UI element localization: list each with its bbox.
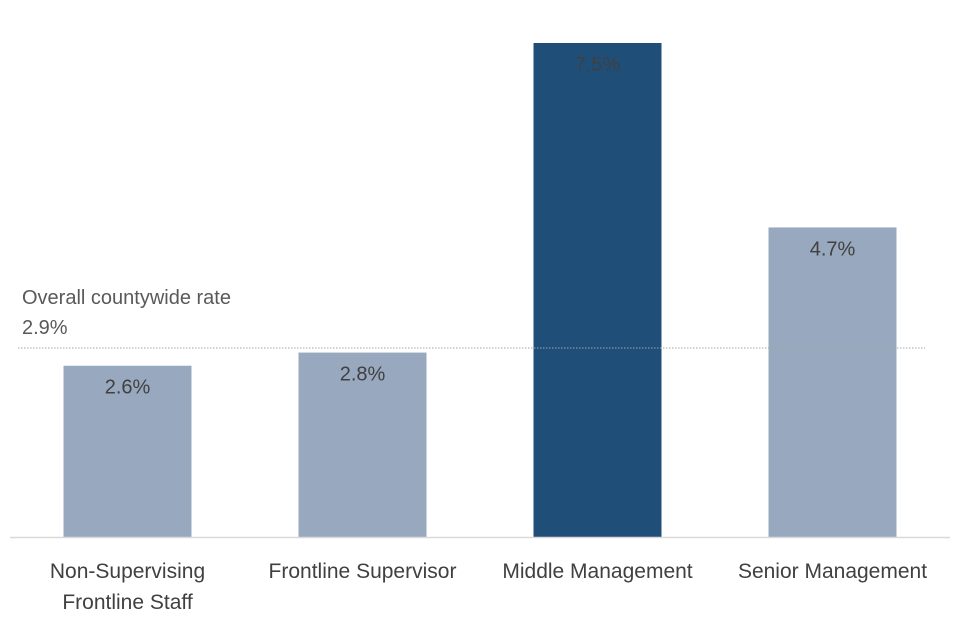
reference-value-label: 2.9%	[22, 317, 68, 339]
category-label-0: Frontline Staff	[62, 591, 193, 614]
value-label-2: 7.5%	[575, 54, 621, 76]
bar-0	[63, 365, 192, 537]
bar-2	[533, 43, 662, 537]
category-labels-group: Non-Supervising Frontline Staff Frontline …	[50, 560, 927, 614]
category-label-3: Senior Management	[738, 560, 927, 583]
category-label-2: Middle Management	[502, 560, 692, 583]
category-label-1: Frontline Supervisor	[269, 560, 457, 583]
category-label-0: Non-Supervising	[50, 560, 205, 583]
bar-1	[298, 352, 427, 537]
value-label-3: 4.7%	[810, 238, 856, 260]
reference-label: Overall countywide rate	[22, 287, 231, 309]
bars-group: 2.6% 2.8% 7.5% 4.7%	[63, 43, 897, 537]
bar-3	[768, 227, 897, 537]
value-label-0: 2.6%	[105, 377, 151, 399]
value-label-1: 2.8%	[340, 364, 386, 386]
